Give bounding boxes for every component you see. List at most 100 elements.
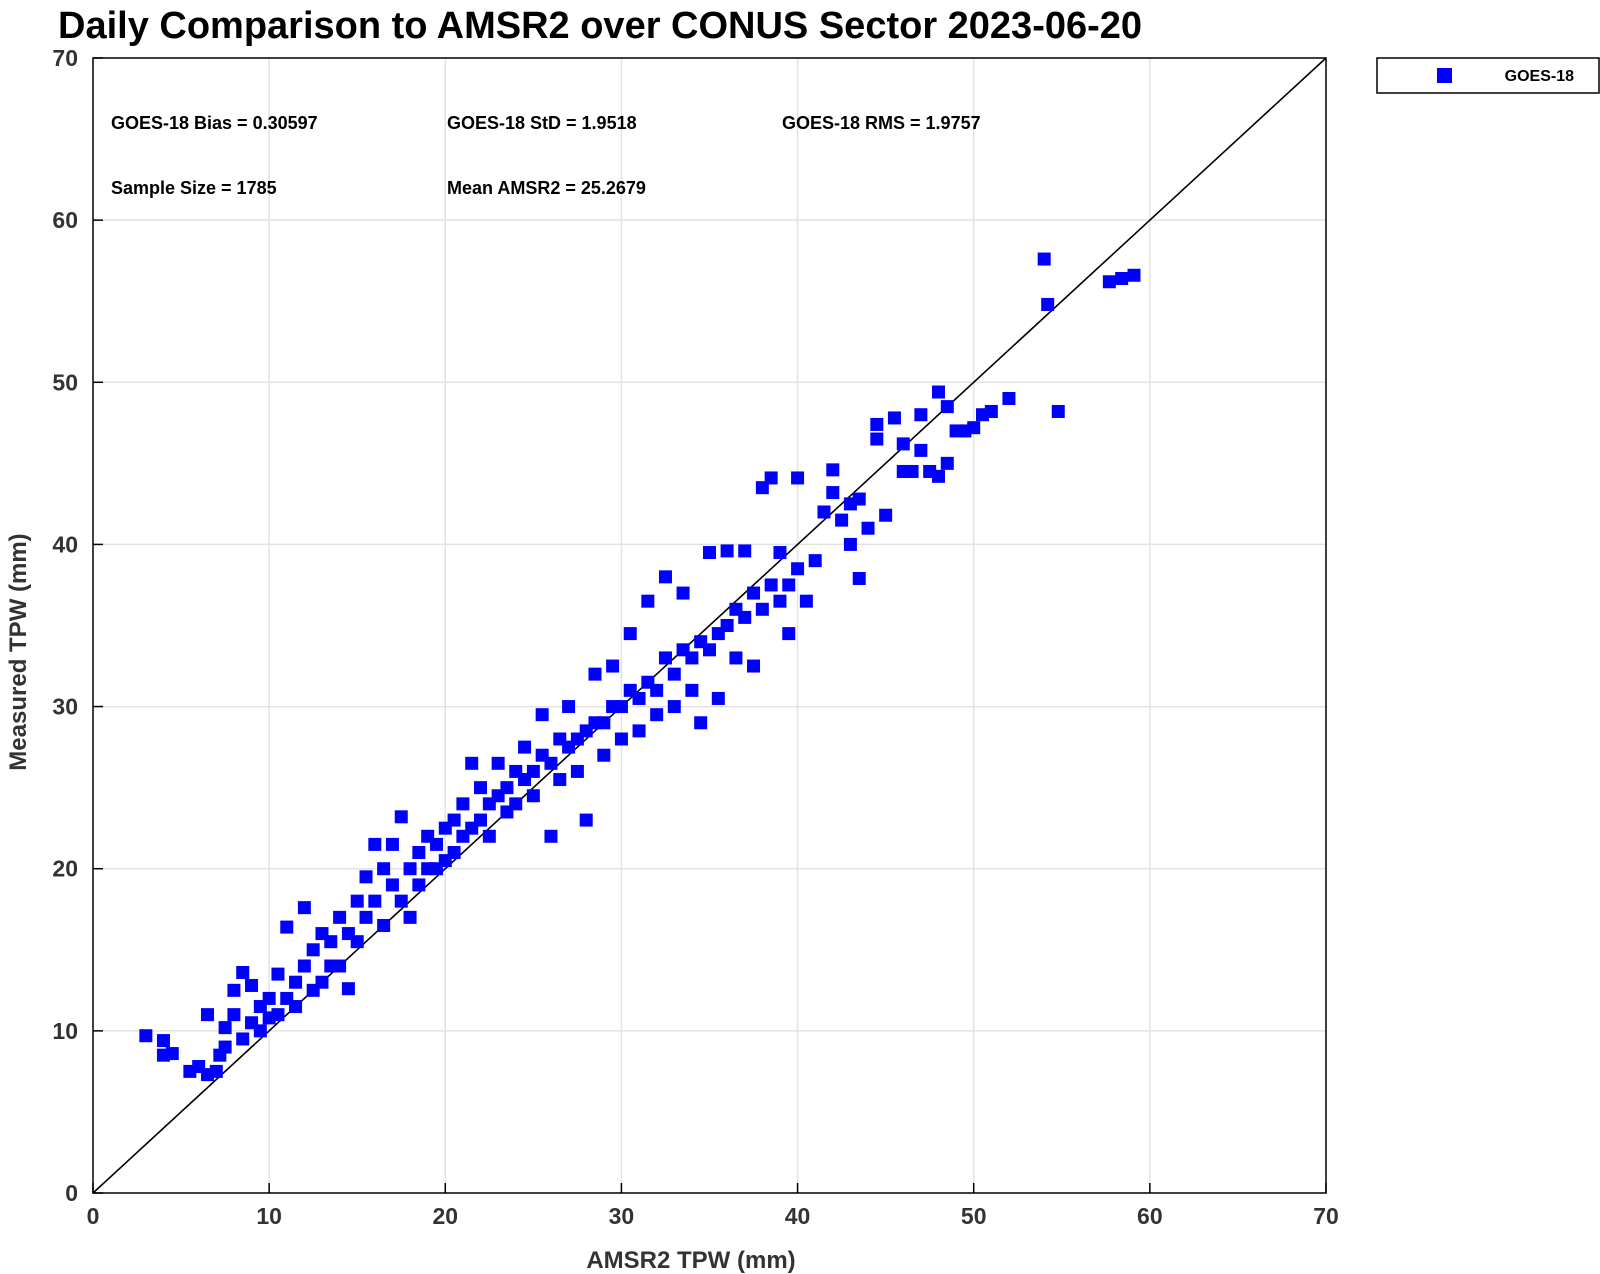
data-point xyxy=(931,385,945,399)
data-point xyxy=(826,486,840,500)
data-point xyxy=(156,1034,170,1048)
x-tick-label: 0 xyxy=(87,1203,100,1229)
data-point xyxy=(544,829,558,843)
data-point xyxy=(914,443,928,457)
data-point xyxy=(650,683,664,697)
data-point xyxy=(271,1008,285,1022)
data-point xyxy=(773,594,787,608)
x-tick-label: 20 xyxy=(432,1203,458,1229)
data-point xyxy=(1051,404,1065,418)
data-point xyxy=(544,756,558,770)
data-point xyxy=(209,1064,223,1078)
data-point xyxy=(289,975,303,989)
data-point xyxy=(799,594,813,608)
data-point xyxy=(465,756,479,770)
data-point xyxy=(940,400,954,414)
data-point xyxy=(1115,272,1129,286)
data-point xyxy=(667,700,681,714)
data-point xyxy=(359,910,373,924)
data-point xyxy=(482,829,496,843)
data-point xyxy=(139,1029,153,1043)
data-point xyxy=(747,659,761,673)
data-point xyxy=(553,773,567,787)
chart-title: Daily Comparison to AMSR2 over CONUS Sec… xyxy=(58,5,1142,47)
data-point xyxy=(227,1008,241,1022)
grid xyxy=(93,58,1326,1193)
y-tick-label: 70 xyxy=(52,45,78,71)
data-point xyxy=(658,570,672,584)
legend-marker xyxy=(1437,68,1452,83)
legend: GOES-18 xyxy=(1376,57,1600,94)
data-point xyxy=(350,894,364,908)
data-point xyxy=(447,813,461,827)
data-point xyxy=(474,781,488,795)
data-point xyxy=(236,1032,250,1046)
data-point xyxy=(200,1008,214,1022)
data-point xyxy=(491,756,505,770)
data-point xyxy=(570,764,584,778)
data-point xyxy=(297,959,311,973)
x-axis-ticks: 0 10 20 30 40 50 60 70 xyxy=(87,1183,1339,1229)
data-point xyxy=(535,708,549,722)
y-tick-label: 30 xyxy=(52,694,78,720)
data-point xyxy=(1041,297,1055,311)
data-point xyxy=(720,544,734,558)
data-point xyxy=(509,797,523,811)
legend-box xyxy=(1376,57,1600,94)
data-point xyxy=(447,846,461,859)
x-tick-label: 30 xyxy=(609,1203,635,1229)
data-point xyxy=(245,978,259,992)
data-point xyxy=(676,586,690,600)
data-point xyxy=(385,878,399,892)
data-point xyxy=(526,789,540,803)
data-point xyxy=(368,894,382,908)
data-point xyxy=(808,554,822,568)
data-point xyxy=(227,983,241,997)
data-point xyxy=(843,537,857,551)
data-point xyxy=(526,764,540,778)
y-tick-label: 40 xyxy=(52,531,78,557)
y-tick-label: 10 xyxy=(52,1018,78,1044)
data-point xyxy=(650,708,664,722)
data-point xyxy=(931,469,945,483)
data-point xyxy=(324,935,338,949)
data-point xyxy=(271,967,285,981)
data-point xyxy=(773,546,787,560)
data-point xyxy=(341,982,355,996)
data-point xyxy=(262,991,276,1005)
data-point xyxy=(412,846,426,859)
data-point xyxy=(703,643,716,657)
data-point xyxy=(861,521,875,535)
y-tick-label: 60 xyxy=(52,207,78,233)
data-point xyxy=(1002,392,1016,405)
data-point xyxy=(914,408,928,422)
data-point xyxy=(685,651,699,665)
data-point xyxy=(782,578,796,592)
data-point xyxy=(500,781,514,795)
data-point xyxy=(1037,252,1051,266)
data-point xyxy=(703,546,716,560)
data-point xyxy=(606,659,620,673)
data-point xyxy=(826,463,840,477)
data-points xyxy=(139,252,1141,1082)
data-point xyxy=(879,508,893,522)
data-point xyxy=(632,724,646,738)
x-tick-label: 60 xyxy=(1137,1203,1163,1229)
data-point xyxy=(597,748,611,762)
y-axis-ticks: 0 10 20 30 40 50 60 70 xyxy=(52,45,103,1206)
data-point xyxy=(385,837,399,851)
data-point xyxy=(394,894,408,908)
data-point xyxy=(614,732,628,746)
data-point xyxy=(518,740,532,754)
data-point xyxy=(764,578,778,592)
data-point xyxy=(597,716,611,730)
y-tick-label: 20 xyxy=(52,856,78,882)
x-tick-label: 10 xyxy=(256,1203,282,1229)
data-point xyxy=(289,1000,303,1014)
data-point xyxy=(729,651,743,665)
data-point xyxy=(738,544,752,558)
data-point xyxy=(791,562,805,576)
data-point xyxy=(403,862,417,876)
data-point xyxy=(236,965,250,979)
